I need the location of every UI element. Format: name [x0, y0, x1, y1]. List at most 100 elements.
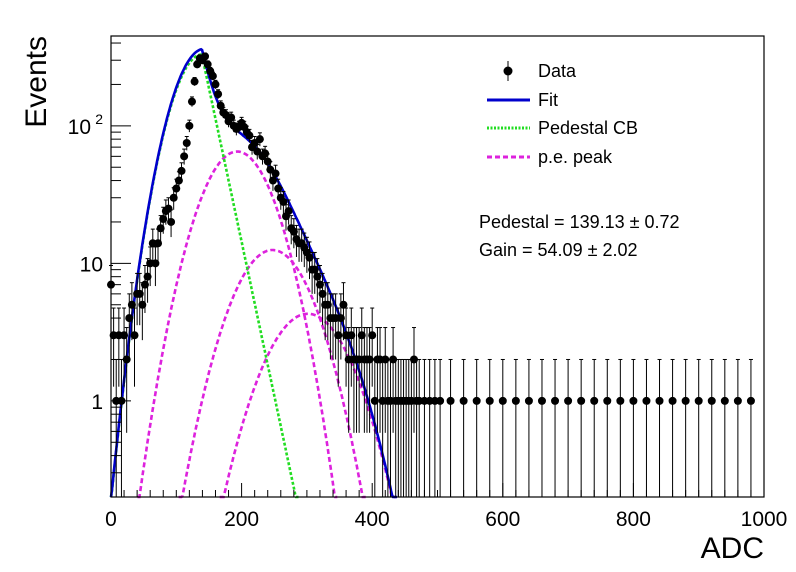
data-point [261, 145, 270, 162]
data-marker [261, 149, 270, 158]
data-point [151, 246, 160, 287]
data-marker [245, 131, 254, 140]
data-marker [381, 355, 390, 364]
data-point [436, 358, 445, 497]
data-point [323, 282, 332, 341]
data-marker [208, 72, 217, 81]
x-tick-label: 200 [224, 508, 259, 531]
data-marker [164, 204, 173, 213]
data-point [603, 358, 612, 497]
data-marker [169, 193, 178, 202]
data-marker [590, 396, 599, 405]
data-marker [135, 289, 144, 298]
data-marker [177, 166, 186, 175]
data-marker [668, 396, 677, 405]
data-point [590, 358, 599, 497]
data-marker [271, 169, 280, 178]
data-point [284, 199, 293, 225]
data-point [271, 164, 280, 184]
data-marker [551, 396, 560, 405]
data-point [446, 358, 455, 497]
data-point [564, 358, 573, 497]
data-point [245, 128, 254, 143]
data-marker [130, 331, 139, 340]
y-tick-label: 10 [80, 253, 103, 276]
data-marker [315, 280, 324, 289]
data-point [120, 307, 129, 387]
data-point [315, 265, 324, 314]
data-point [524, 358, 533, 497]
data-point [655, 358, 664, 497]
data-marker [138, 300, 147, 309]
data-point [339, 282, 348, 341]
data-marker [140, 280, 149, 289]
data-marker [436, 396, 445, 405]
data-point [642, 358, 651, 497]
data-marker [172, 184, 181, 193]
x-tick-label: 0 [105, 508, 117, 531]
data-marker [253, 147, 262, 156]
data-marker [733, 396, 742, 405]
data-point [551, 358, 560, 497]
legend-label: Data [538, 61, 577, 81]
legend-entry-fit: Fit [487, 90, 558, 110]
data-point [389, 327, 398, 433]
data-marker [185, 121, 194, 130]
data-point [185, 119, 194, 133]
data-marker [156, 224, 165, 233]
data-point [318, 272, 327, 326]
data-point [720, 358, 729, 497]
data-marker [305, 253, 314, 262]
data-point [164, 197, 173, 222]
data-marker [268, 176, 277, 185]
data-marker [313, 272, 322, 281]
data-point [707, 358, 716, 497]
pedestal-label: Pedestal = 139.13 ± 0.72 [479, 212, 680, 232]
data-marker [655, 396, 664, 405]
data-point [365, 327, 374, 433]
data-marker [154, 239, 163, 248]
y-tick-exponent: 2 [95, 111, 103, 127]
data-marker [681, 396, 690, 405]
x-tick-label: 600 [485, 508, 520, 531]
data-point [208, 71, 217, 81]
data-marker [120, 331, 129, 340]
x-tick-label: 1000 [741, 508, 788, 531]
data-marker [182, 139, 191, 148]
data-marker [167, 217, 176, 226]
x-axis-title: ADC [701, 532, 764, 565]
data-marker [616, 396, 625, 405]
data-point [255, 132, 264, 147]
data-marker [334, 331, 343, 340]
data-point [154, 228, 163, 262]
data-marker [511, 396, 520, 405]
data-marker [190, 77, 199, 86]
x-tick-label: 400 [355, 508, 390, 531]
data-points [107, 52, 755, 497]
data-point [381, 327, 390, 433]
data-marker [318, 289, 327, 298]
data-marker [459, 396, 468, 405]
legend-entry-p-e-peak: p.e. peak [487, 147, 613, 167]
pedestal-cb-curve [109, 53, 300, 499]
data-marker [143, 272, 152, 281]
data-marker [263, 157, 272, 166]
data-marker [603, 396, 612, 405]
data-marker [255, 135, 264, 144]
data-point [694, 358, 703, 497]
data-point [409, 327, 418, 433]
data-point [313, 258, 322, 303]
x-axis: 0 200 400 600 800 1000 [105, 483, 787, 531]
data-marker [284, 207, 293, 216]
data-point [733, 358, 742, 497]
data-point [310, 251, 319, 294]
data-point [190, 77, 199, 86]
data-point [253, 144, 262, 160]
data-point [182, 135, 191, 151]
data-marker [127, 300, 136, 309]
data-point [485, 358, 494, 497]
data-marker [187, 97, 196, 106]
data-marker [485, 396, 494, 405]
